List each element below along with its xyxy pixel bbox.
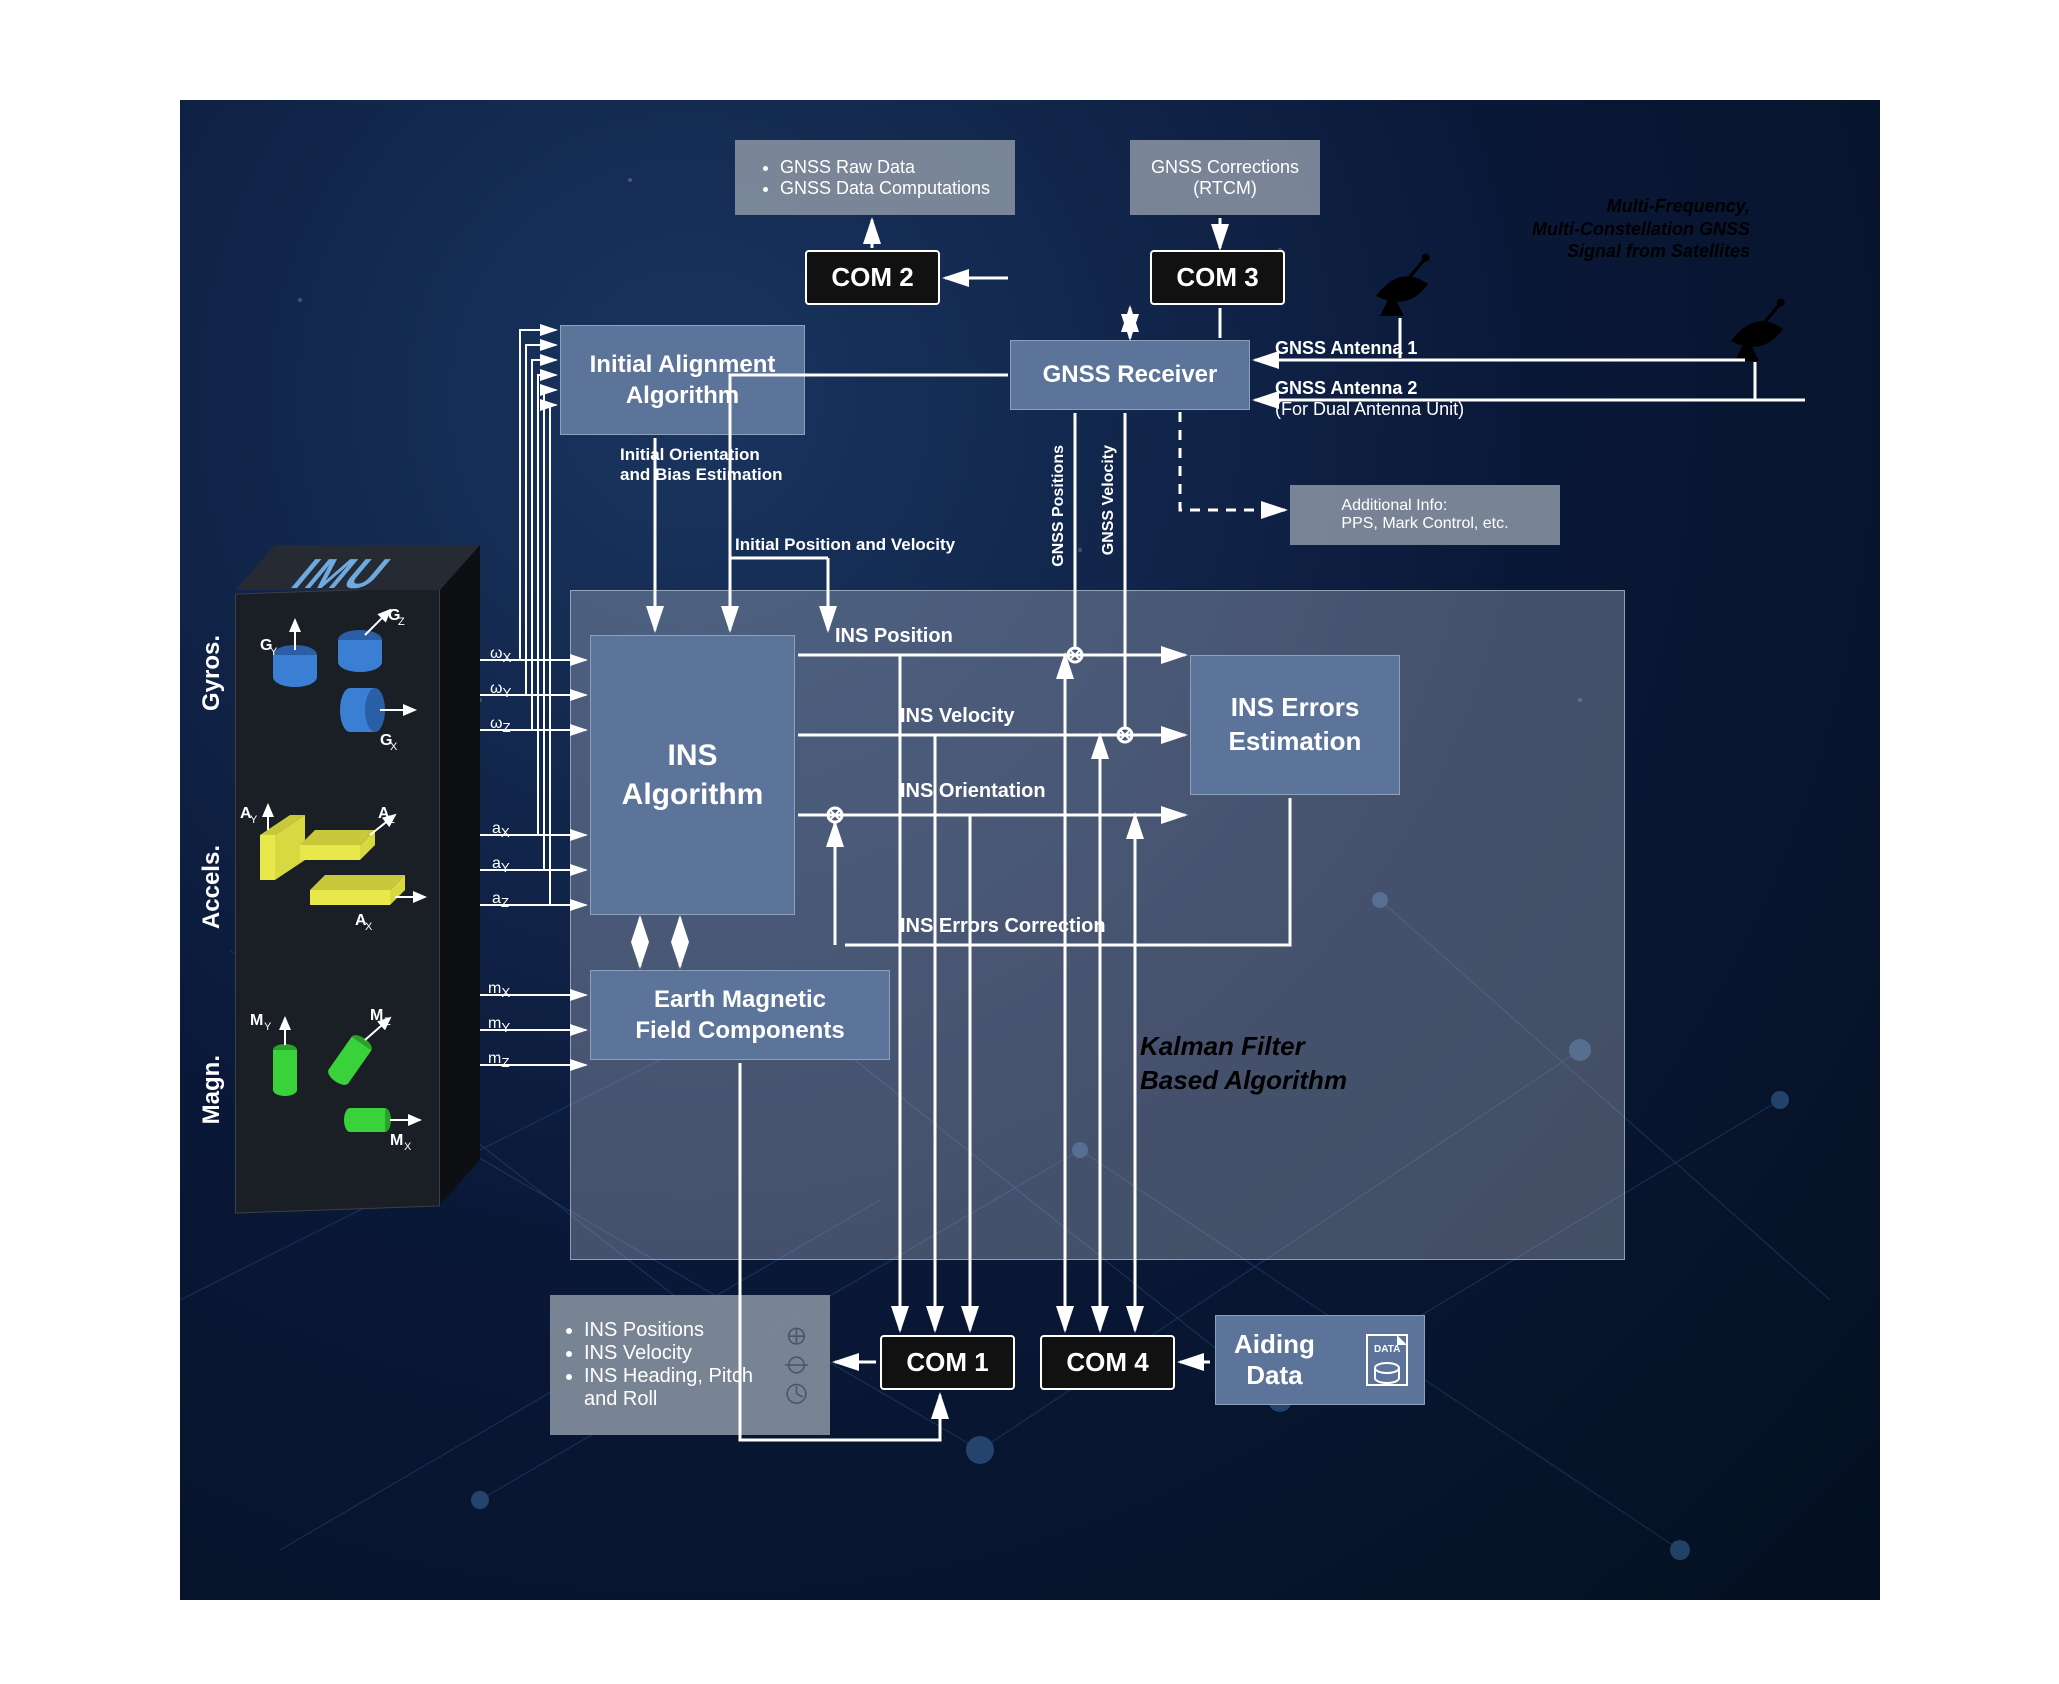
sig-az: aZ [492,890,509,910]
com3-box: COM 3 [1150,250,1285,305]
sig-wy: ωY [490,680,511,700]
gnss-raw-item2: GNSS Data Computations [780,178,990,199]
svg-text:Z: Z [384,1016,391,1028]
svg-text:X: X [404,1141,412,1153]
gnss-pos-label: GNSS Positions [1050,445,1068,567]
antenna2-text: GNSS Antenna 2 [1275,378,1417,398]
gnss-raw-panel: GNSS Raw Data GNSS Data Computations [735,140,1015,215]
emf-box: Earth Magnetic Field Components [590,970,890,1060]
ins-output-panel: INS Positions INS Velocity INS Heading, … [550,1295,830,1435]
ins-position-label: INS Position [835,625,953,648]
svg-text:Z: Z [398,616,405,628]
sig-mx: mX [488,980,510,1000]
svg-text:M: M [370,1007,383,1024]
svg-text:DATA: DATA [1374,1344,1400,1355]
data-icon: DATA [1362,1330,1412,1390]
satellite-dish-icon [1360,240,1440,320]
kalman-label: Kalman Filter Based Algorithm [1140,1030,1347,1098]
com4-box: COM 4 [1040,1335,1175,1390]
additional-info-panel: Additional Info: PPS, Mark Control, etc. [1290,485,1560,545]
svg-text:Y: Y [270,646,278,658]
gnss-corr-panel: GNSS Corrections (RTCM) [1130,140,1320,215]
ins-out-1: INS Positions [584,1319,777,1342]
init-posvel-label: Initial Position and Velocity [735,535,955,555]
aiding-data-box: Aiding Data DATA [1215,1315,1425,1405]
sig-wx: ωX [490,645,511,665]
imu-sensors: GY GZ GX AY AZ AX MY MZ MX [240,600,440,1200]
gyros-label: Gyros. [198,635,226,711]
svg-text:X: X [390,741,398,753]
antenna2-label: GNSS Antenna 2 (For Dual Antenna Unit) [1275,378,1464,420]
gnss-vel-label: GNSS Velocity [1100,445,1118,555]
svg-text:X: X [365,921,373,933]
imu-3d-side [440,545,480,1210]
initial-alignment-box: Initial Alignment Algorithm [560,325,805,435]
svg-text:M: M [390,1132,403,1149]
svg-text:Z: Z [388,814,395,826]
com1-box: COM 1 [880,1335,1015,1390]
sig-wz: ωZ [490,715,511,735]
sig-mz: mZ [488,1050,509,1070]
satellite-signal-label: Multi-Frequency, Multi-Constellation GNS… [1430,195,1750,263]
svg-text:Y: Y [264,1021,272,1033]
antenna2-sub: (For Dual Antenna Unit) [1275,399,1464,419]
svg-text:Y: Y [250,814,258,826]
ins-out-2: INS Velocity [584,1342,777,1365]
ins-err-corr-label: INS Errors Correction [900,915,1106,938]
gnss-corr-line2: (RTCM) [1151,178,1299,199]
gnss-corr-line1: GNSS Corrections [1151,157,1299,178]
ins-algorithm-box: INS Algorithm [590,635,795,915]
magn-label: Magn. [198,1055,226,1124]
diagram-canvas: Kalman Filter Based Algorithm GNSS Raw D… [180,100,1880,1600]
accels-label: Accels. [198,845,226,929]
aiding-text: Aiding Data [1234,1329,1315,1391]
sig-ax: aX [492,820,510,840]
init-orient-label: Initial Orientation and Bias Estimation [620,445,840,486]
gnss-raw-item1: GNSS Raw Data [780,157,990,178]
ins-velocity-label: INS Velocity [900,705,1015,728]
sig-ay: aY [492,855,510,875]
sig-my: mY [488,1015,510,1035]
ins-orientation-label: INS Orientation [900,780,1046,803]
ins-errors-box: INS Errors Estimation [1190,655,1400,795]
antenna1-label: GNSS Antenna 1 [1275,338,1417,359]
ins-out-icons [777,1310,816,1420]
ins-out-3: INS Heading, Pitch and Roll [584,1365,777,1411]
svg-text:M: M [250,1012,263,1029]
gnss-receiver-box: GNSS Receiver [1010,340,1250,410]
satellite-dish-icon-2 [1715,285,1795,365]
com2-box: COM 2 [805,250,940,305]
